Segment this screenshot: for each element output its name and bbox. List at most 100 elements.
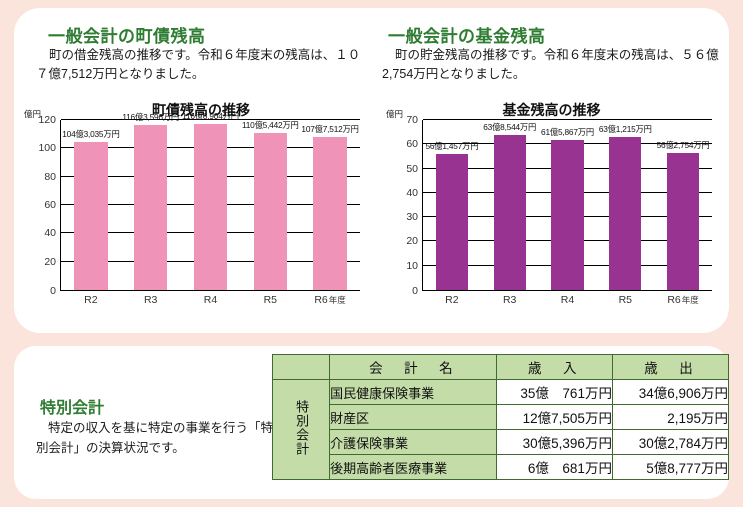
chart-debt-x-tick-label: R5 (263, 294, 277, 306)
chart-fund-bar-value-label: 56億1,457万円 (425, 140, 479, 151)
chart-fund-x-tick-label: R4 (560, 294, 575, 306)
table-row: 財産区 12億7,505万円 2,195万円 (273, 404, 730, 430)
chart-fund-bar[interactable]: 61億5,867万円 (541, 127, 594, 290)
special-accounts-description: 特定の収入を基に特定の事業を行う「特別会計」の決算状況です。 (36, 421, 274, 455)
chart-fund-bar-value-label: 56億2,754万円 (656, 140, 710, 151)
chart-fund-bar[interactable]: 63億8,544万円 (483, 122, 536, 290)
chart-debt-plot-area: 0 20 40 60 80 100 120 104億3,035万円 R2 116億3,596万円… (38, 111, 360, 306)
chart-fund-bar[interactable]: 63億1,215万円 (599, 124, 652, 290)
chart-fund-x-tick-label: R2 (445, 294, 459, 306)
panel-debt-description: 町の借金残高の推移です。令和６年度末の残高は、１０７億7,512万円となりました… (36, 48, 361, 82)
bottom-card: 特別会計 特定の収入を基に特定の事業を行う「特別会計」の決算状況です。 会 計 … (14, 346, 730, 499)
chart-fund-bar-group: 63億8,544万円 R3 (481, 120, 539, 306)
chart-fund-title: 基金残高の推移 (502, 102, 601, 118)
table-row: 特別会計 国民健康保険事業 35億 761万円 34億6,906万円 (271, 379, 730, 480)
chart-debt-x-tick-label: R4 (203, 294, 218, 306)
column-header-revenue: 歳 入 (495, 354, 613, 380)
chart-fund-bar-group: 63億1,215万円 R5 (596, 120, 654, 306)
chart-fund-y-tick-label: 20 (406, 235, 418, 248)
chart-debt-y-tick-label: 60 (44, 199, 56, 211)
chart-fund-x-tick-label: R5 (618, 294, 632, 306)
chart-debt-x-tick-label: R6年度 (314, 294, 346, 306)
panel-debt-heading: 一般会計の町債残高 (48, 27, 206, 46)
cell-revenue: 35億 761万円 (495, 379, 613, 405)
chart-fund-bar[interactable]: 56億1,457万円 (425, 141, 479, 290)
panel-reserve-fund: 一般会計の基金残高 町の貯金残高の推移です。令和６年度末の残高は、５６億2,75… (374, 8, 729, 333)
chart-debt-bar-value-label: 104億3,035万円 (62, 129, 120, 140)
cell-expenditure: 30億2,784万円 (611, 429, 730, 455)
cell-revenue: 12億7,505万円 (495, 404, 613, 430)
chart-fund-y-tick-label: 60 (406, 138, 418, 151)
table-row: 後期高齢者医療事業 6億 681万円 5億8,777万円 (273, 454, 730, 480)
chart-reserve-fund: 0 10 20 30 40 50 60 70 56億1,457万円 R2 63億8,544万円 R3… (386, 114, 716, 315)
cell-revenue: 6億 681万円 (495, 454, 613, 480)
chart-debt-bar[interactable]: 116億3,596万円 (122, 112, 179, 290)
chart-debt-bar[interactable]: 110億5,442万円 (242, 120, 299, 290)
cell-expenditure: 5億8,777万円 (611, 454, 730, 480)
column-header-expenditure: 歳 出 (611, 354, 730, 380)
panel-fund-description: 町の貯金残高の推移です。令和６年度末の残高は、５６億2,754万円となりました。 (382, 48, 719, 82)
chart-debt-bar-value-label: 110億5,442万円 (241, 120, 299, 131)
cell-account-name: 国民健康保険事業 (329, 379, 497, 405)
chart-fund-y-tick-label: 30 (406, 211, 418, 224)
chart-fund-bar-group: 56億1,457万円 R2 (423, 120, 481, 306)
panel-town-debt: 一般会計の町債残高 町の借金残高の推移です。令和６年度末の残高は、１０７億7,5… (14, 8, 374, 333)
chart-debt-x-tick-label: R2 (84, 294, 98, 306)
chart-debt-bar[interactable]: 107億7,512万円 (301, 124, 359, 290)
chart-debt-bar-value-label: 116億8,904万円 (182, 111, 239, 122)
chart-fund-bar-group: 61億5,867万円 R4 (539, 120, 597, 306)
table-row: 介護保険事業 30億5,396万円 30億2,784万円 (273, 429, 730, 455)
chart-debt-bar[interactable]: 104億3,035万円 (62, 129, 120, 290)
chart-debt-bar-value-label: 107億7,512万円 (301, 124, 359, 135)
chart-fund-gridline: 70 (406, 114, 712, 126)
chart-fund-x-axis-unit: 年度 (681, 295, 699, 305)
chart-debt-bar-value-label: 116億3,596万円 (122, 112, 180, 123)
chart-debt-gridline: 120 (38, 114, 360, 126)
special-accounts-table: 会 計 名 歳 入 歳 出 特別会計 国民健康保険事業 35億 761万円 34億6,… (271, 354, 730, 480)
chart-debt-y-tick-label: 20 (44, 255, 56, 268)
chart-debt-bar[interactable]: 116億8,904万円 (182, 111, 239, 290)
cell-expenditure: 34億6,906万円 (611, 379, 730, 405)
chart-fund-x-tick-label: R3 (502, 294, 517, 306)
special-accounts-heading: 特別会計 (40, 400, 105, 417)
cell-account-name: 後期高齢者医療事業 (329, 454, 497, 480)
chart-fund-bar[interactable]: 56億2,754万円 (657, 140, 710, 290)
chart-debt-bar-group: 116億3,596万円 R3 (121, 112, 181, 306)
column-header-account-name: 会 計 名 (329, 354, 497, 380)
chart-fund-bar-value-label: 61億5,867万円 (541, 127, 594, 138)
chart-fund-y-tick-label: 10 (406, 259, 418, 272)
chart-fund-bars: 56億1,457万円 R2 63億8,544万円 R3 61億5,867万円 R4 63億1… (423, 120, 712, 306)
chart-debt-bar-group: 116億8,904万円 R4 (181, 111, 241, 306)
chart-debt-y-tick-label: 40 (44, 227, 56, 240)
chart-debt-bar-group: 110億5,442万円 R5 (240, 120, 300, 306)
chart-debt-unit-label: 億円 (24, 109, 42, 119)
chart-fund-unit-label: 億円 (386, 109, 404, 119)
cell-account-name: 介護保険事業 (329, 429, 497, 455)
top-card: 一般会計の町債残高 町の借金残高の推移です。令和６年度末の残高は、１０７億7,5… (14, 8, 729, 333)
panel-fund-heading: 一般会計の基金残高 (388, 27, 546, 46)
chart-debt-y-tick-label: 80 (44, 170, 56, 183)
chart-fund-plot-area: 0 10 20 30 40 50 60 70 56億1,457万円 R2 63億8,544万円 R3… (406, 114, 712, 306)
table-header-corner (271, 354, 331, 380)
chart-fund-x-tick-label: R6年度 (667, 294, 699, 306)
chart-debt-title: 町債残高の推移 (152, 102, 250, 118)
cell-expenditure: 2,195万円 (611, 404, 730, 430)
chart-debt-x-tick-label: R3 (143, 294, 158, 306)
chart-debt-y-tick-label: 0 (50, 285, 56, 297)
chart-debt-bars: 104億3,035万円 R2 116億3,596万円 R3 116億8,904万円 R4 1… (61, 111, 360, 306)
chart-town-debt: 0 20 40 60 80 100 120 104億3,035万円 R2 116億3,596万円… (24, 111, 364, 315)
cell-revenue: 30億5,396万円 (495, 429, 613, 455)
chart-debt-bar-group: 104億3,035万円 R2 (61, 120, 121, 306)
chart-fund-y-tick-label: 50 (406, 162, 418, 175)
chart-fund-y-tick-label: 40 (406, 186, 418, 199)
chart-fund-bar-value-label: 63億1,215万円 (598, 123, 652, 134)
chart-debt-y-tick-label: 100 (38, 142, 56, 155)
chart-fund-y-tick-label: 0 (412, 285, 418, 297)
chart-fund-y-tick-label: 70 (406, 114, 418, 126)
chart-debt-x-axis-unit: 年度 (328, 295, 346, 305)
table-body: 特別会計 国民健康保険事業 35億 761万円 34億6,906万円 財産区 12億7,5… (271, 379, 730, 480)
table-header-row: 会 計 名 歳 入 歳 出 (271, 354, 730, 380)
cell-account-name: 財産区 (329, 404, 497, 430)
chart-debt-bar-group: 107億7,512万円 R6年度 (300, 120, 360, 306)
